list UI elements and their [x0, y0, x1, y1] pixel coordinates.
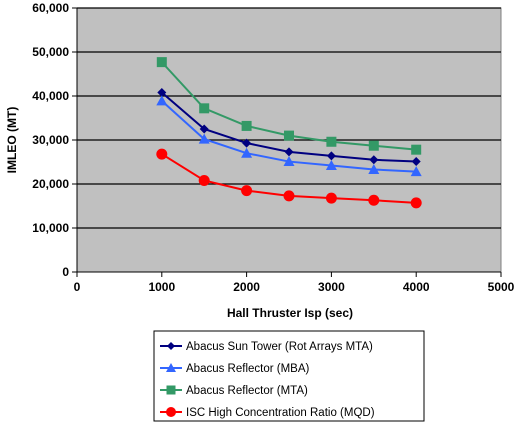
- series-4-point-circle-marker: [325, 192, 337, 204]
- y-tick-label: 60,000: [32, 1, 69, 15]
- x-tick-label: 5000: [488, 280, 515, 294]
- series-3-point-square-marker: [368, 140, 379, 151]
- legend-swatch-circle-marker: [166, 407, 176, 417]
- series-1-point-diamond-marker: [369, 155, 379, 165]
- series-2-point-triangle-marker: [283, 156, 295, 167]
- series-4-point-circle-marker: [283, 190, 295, 202]
- legend: Abacus Sun Tower (Rot Arrays MTA) Abacus …: [160, 341, 375, 419]
- legend-swatch-triangle-marker: [166, 363, 176, 372]
- series-1-point-diamond-marker: [326, 151, 336, 161]
- series-1-point-diamond-marker: [199, 124, 209, 134]
- series-4-point-circle-marker: [198, 174, 210, 186]
- legend-swatch-diamond-marker: [167, 342, 175, 350]
- y-tick-label: 40,000: [32, 89, 69, 103]
- y-tick-label: 20,000: [32, 177, 69, 191]
- series-2-point-triangle-marker: [198, 133, 210, 144]
- series-1-point-diamond-marker: [242, 138, 252, 148]
- series-2-point-triangle-marker: [368, 163, 380, 174]
- series-1-point-diamond-marker: [411, 157, 421, 167]
- x-tick-labels: 0 1000 2000 3000 4000 5000: [74, 280, 515, 294]
- legend-label: Abacus Reflector (MTA): [186, 385, 308, 397]
- series-4-point-circle-marker: [368, 194, 380, 206]
- series-1-point-diamond-marker: [157, 87, 167, 97]
- y-tick-label: 0: [62, 265, 69, 279]
- series-4-point-circle-marker: [241, 185, 253, 197]
- gridlines: [77, 7, 501, 229]
- series-3-point-square-marker: [326, 136, 337, 147]
- series-3-point-square-marker: [199, 103, 210, 114]
- series-2-point-triangle-marker: [156, 95, 168, 106]
- x-tick-label: 2000: [233, 280, 260, 294]
- x-axis-title: Hall Thruster Isp (sec): [227, 306, 353, 320]
- x-tick-label: 0: [74, 280, 81, 294]
- series-1-point-diamond-marker: [284, 147, 294, 157]
- series-4-point-circle-marker: [410, 197, 422, 209]
- legend-label: ISC High Concentration Ratio (MQD): [186, 407, 375, 419]
- series-2-point-triangle-marker: [410, 166, 422, 177]
- axes: [72, 7, 502, 277]
- legend-box: [153, 330, 425, 422]
- y-tick-labels: 0 10,000 20,000 30,000 40,000 50,000 60,000: [32, 1, 69, 279]
- legend-label: Abacus Reflector (MBA): [186, 363, 310, 375]
- series-4-point-circle-marker: [156, 148, 168, 160]
- x-tick-label: 4000: [403, 280, 430, 294]
- y-tick-label: 10,000: [32, 221, 69, 235]
- series-lines: [156, 57, 422, 209]
- y-axis-title: IMLEO (MT): [5, 107, 19, 174]
- y-tick-label: 50,000: [32, 45, 69, 59]
- series-2-point-triangle-marker: [241, 147, 253, 158]
- legend-label: Abacus Sun Tower (Rot Arrays MTA): [186, 341, 373, 353]
- series-3-point-square-marker: [156, 57, 167, 68]
- x-tick-label: 3000: [318, 280, 345, 294]
- legend-swatch-square-marker: [166, 385, 176, 395]
- series-3-point-square-marker: [411, 144, 422, 155]
- y-tick-label: 30,000: [32, 133, 69, 147]
- series-3-point-square-marker: [284, 130, 294, 141]
- x-tick-label: 1000: [148, 280, 175, 294]
- series-3-point-square-marker: [241, 120, 252, 131]
- series-2-point-triangle-marker: [325, 160, 337, 171]
